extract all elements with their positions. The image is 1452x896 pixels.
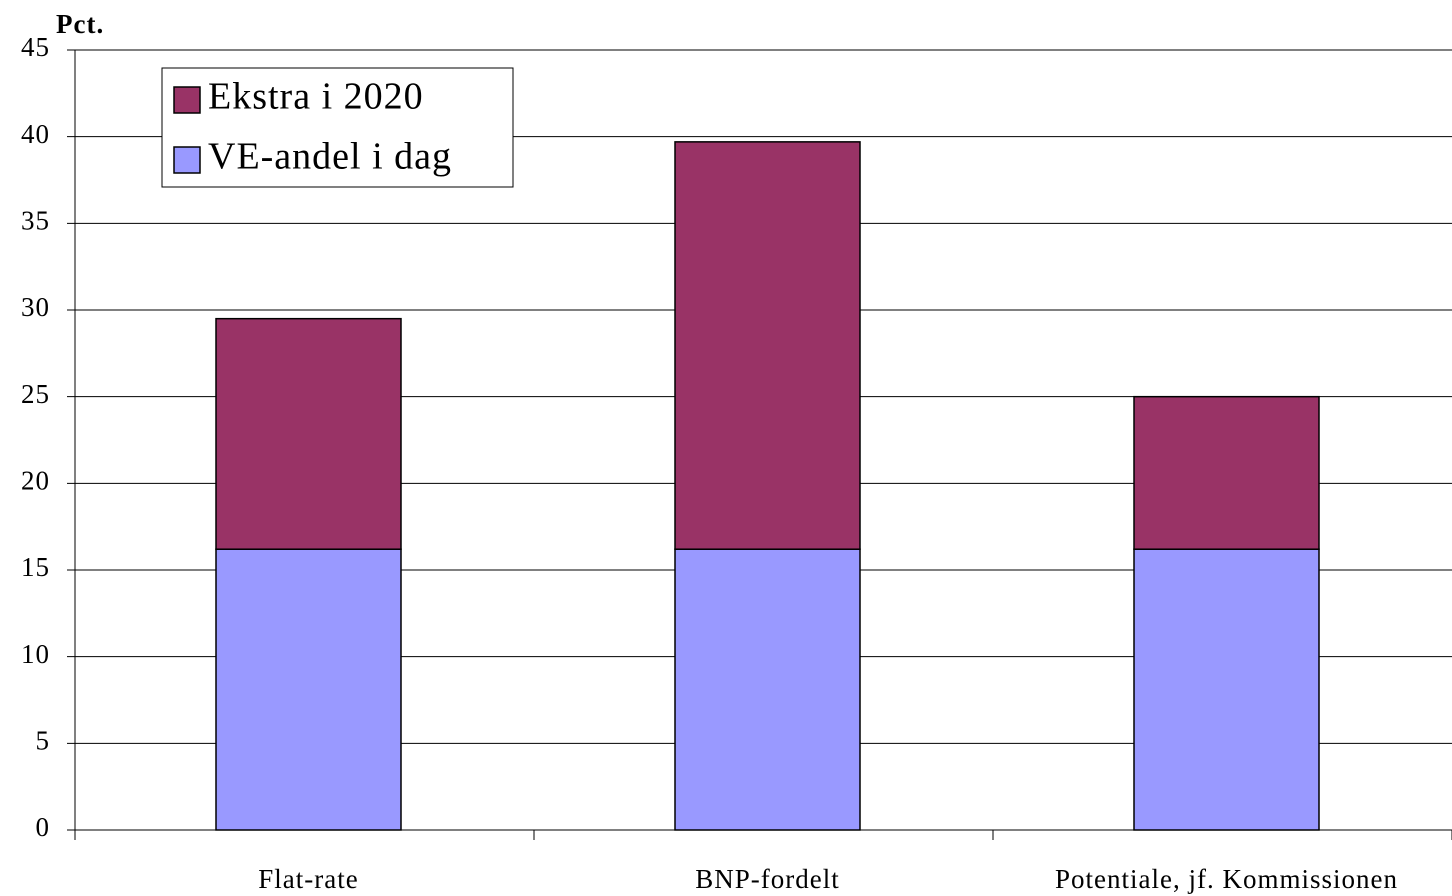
y-tick-label: 40 bbox=[21, 119, 50, 149]
bar-segment bbox=[1133, 395, 1320, 550]
y-tick-label: 0 bbox=[36, 812, 51, 842]
bar-segment bbox=[215, 548, 402, 831]
legend-swatch bbox=[173, 146, 201, 174]
y-tick-label: 15 bbox=[21, 552, 50, 582]
y-tick-label: 5 bbox=[36, 726, 51, 756]
legend-box bbox=[161, 67, 514, 188]
bar-segment bbox=[674, 548, 861, 831]
legend-label: Ekstra i 2020 bbox=[208, 76, 424, 118]
legend-label: VE-andel i dag bbox=[208, 136, 452, 178]
legend-swatch bbox=[173, 86, 201, 114]
y-tick-label: 30 bbox=[21, 292, 50, 322]
y-axis-label: Pct. bbox=[56, 9, 104, 39]
y-tick-label: 10 bbox=[21, 639, 50, 669]
y-tick-label: 35 bbox=[21, 206, 50, 236]
bar-segment bbox=[215, 317, 402, 550]
y-tick-label: 45 bbox=[21, 32, 50, 62]
x-tick-label: BNP-fordelt bbox=[695, 864, 839, 894]
y-tick-label: 25 bbox=[21, 379, 50, 409]
bar-segment bbox=[674, 141, 861, 550]
x-tick-label: Potentiale, jf. Kommissionen bbox=[1055, 864, 1398, 894]
x-tick-label: Flat-rate bbox=[258, 864, 358, 894]
bar-segment bbox=[1133, 548, 1320, 831]
y-tick-label: 20 bbox=[21, 466, 50, 496]
